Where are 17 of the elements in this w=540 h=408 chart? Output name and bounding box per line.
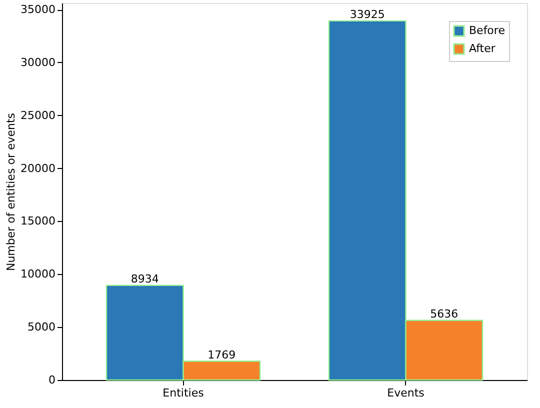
x-tick-label: Events [387,386,425,400]
legend-label: Before [469,24,506,37]
data-label: 1769 [208,348,236,362]
y-tick-label: 0 [48,374,56,386]
data-label: 33925 [350,8,385,21]
data-label: 5636 [430,307,458,320]
y-tick-label: 35000 [20,3,56,16]
y-axis-title: Number of entities or events [4,112,18,272]
legend-label: After [469,42,496,55]
y-tick-label: 30000 [20,56,56,69]
y-tick-label: 25000 [20,108,56,122]
y-tick-label: 20000 [20,162,56,175]
data-label: 8934 [130,272,159,286]
x-tick-label: Entities [162,386,204,400]
y-tick-label: 10000 [20,268,56,281]
y-tick-label: 15000 [20,214,56,228]
y-tick-label: 5000 [28,320,56,334]
